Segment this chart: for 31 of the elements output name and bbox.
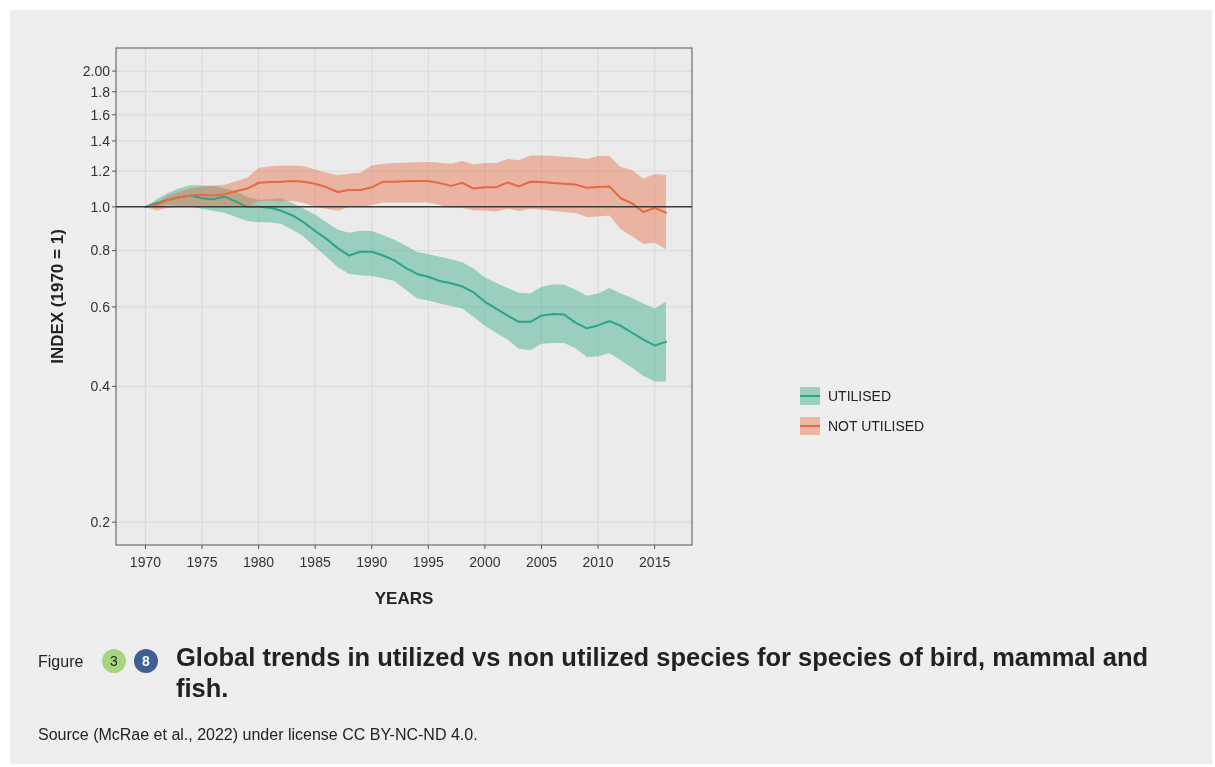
x-tick-label: 2000 bbox=[469, 554, 501, 570]
x-axis-title: YEARS bbox=[374, 589, 434, 608]
y-tick-label: 1.2 bbox=[90, 163, 111, 180]
text: 3 bbox=[110, 652, 119, 669]
x-tick-label: 2015 bbox=[639, 554, 671, 570]
x-tick-label: 1990 bbox=[356, 554, 388, 570]
x-tick-label: 1980 bbox=[243, 554, 275, 570]
y-tick-label: 2.00 bbox=[82, 62, 111, 79]
x-tick-label: 1975 bbox=[186, 554, 218, 570]
y-tick-label: 1.8 bbox=[90, 83, 111, 100]
y-tick-label: 0.8 bbox=[90, 242, 111, 259]
y-tick-label: 0.4 bbox=[90, 378, 111, 395]
x-tick-label: 2005 bbox=[525, 554, 558, 570]
line-series bbox=[144, 194, 667, 347]
y-tick-label: 0.6 bbox=[90, 298, 111, 315]
text: Figure bbox=[38, 653, 84, 670]
text: 8 bbox=[142, 652, 151, 669]
x-tick-label: 1970 bbox=[129, 554, 162, 570]
legend-label: NOT UTILISED bbox=[828, 417, 925, 434]
y-tick-label: 1.6 bbox=[90, 106, 111, 123]
x-tick-label: 1985 bbox=[299, 554, 331, 570]
y-tick-label: 1.4 bbox=[90, 132, 111, 149]
y-tick-label: 1.0 bbox=[90, 198, 111, 215]
x-tick-label: 2010 bbox=[582, 554, 614, 570]
y-axis-title: INDEX (1970 = 1) bbox=[48, 229, 67, 364]
text: Global trends in utilized vs non utilized species for species of bird, mammal and fish. bbox=[176, 642, 1150, 704]
legend-label: UTILISED bbox=[828, 387, 892, 404]
x-tick-label: 1995 bbox=[412, 554, 445, 570]
line-series bbox=[144, 180, 667, 214]
y-tick-label: 0.2 bbox=[90, 514, 111, 531]
source-note: Source (McRae et al., 2022) under license CC BY-NC-ND 4.0. bbox=[38, 726, 478, 743]
